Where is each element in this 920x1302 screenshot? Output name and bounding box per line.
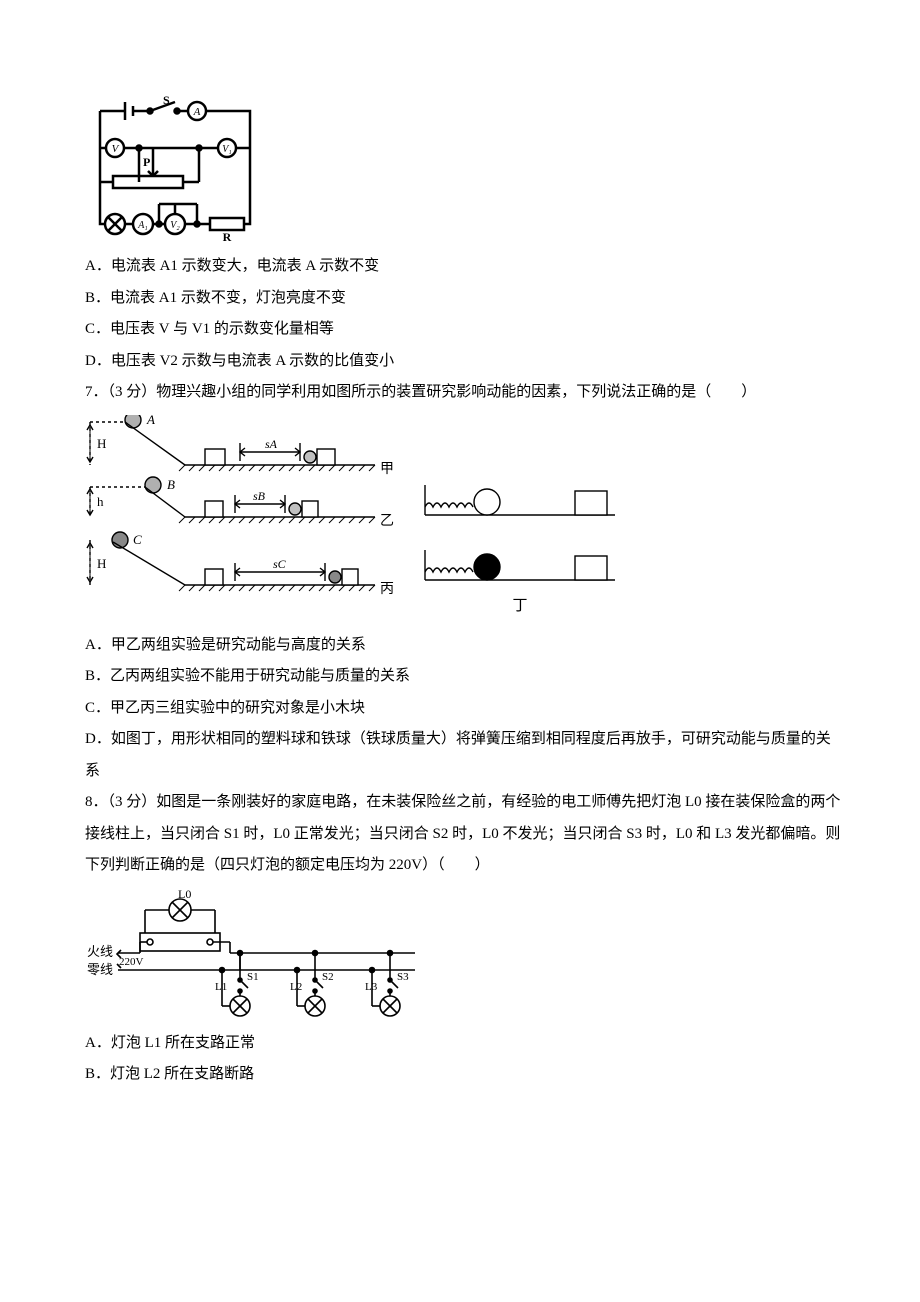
slider-label-P: P — [143, 155, 150, 169]
option-7A: A．甲乙两组实验是研究动能与高度的关系 — [85, 630, 845, 662]
svg-text:220V: 220V — [119, 956, 144, 968]
svg-text:H: H — [97, 436, 106, 451]
svg-text:A₁: A₁ — [137, 220, 148, 231]
option-A-pre: A．电流表 A1 示数变大，电流表 A 示数不变 — [85, 251, 845, 283]
svg-text:零线: 零线 — [87, 962, 113, 977]
question-7-stem: 7．（3 分）物理兴趣小组的同学利用如图所示的装置研究影响动能的因素，下列说法正… — [85, 377, 845, 409]
svg-text:甲: 甲 — [380, 462, 394, 477]
svg-text:V₂: V₂ — [170, 220, 180, 231]
svg-text:L2: L2 — [290, 981, 302, 993]
svg-text:B: B — [167, 477, 175, 492]
svg-text:S3: S3 — [397, 971, 409, 983]
option-8B: B．灯泡 L2 所在支路断路 — [85, 1059, 845, 1091]
svg-text:S1: S1 — [247, 971, 259, 983]
question-8-stem: 8．（3 分）如图是一条刚装好的家庭电路，在未装保险丝之前，有经验的电工师傅先把… — [85, 787, 845, 882]
svg-text:丁: 丁 — [512, 598, 527, 614]
option-D-pre: D．电压表 V2 示数与电流表 A 示数的比值变小 — [85, 346, 845, 378]
svg-text:S2: S2 — [322, 971, 334, 983]
svg-text:H: H — [97, 556, 106, 571]
figure-kinetic-energy-ramps: A sA H 甲 B — [85, 415, 625, 620]
svg-text:A: A — [193, 106, 201, 118]
option-C-pre: C．电压表 V 与 V1 的示数变化量相等 — [85, 314, 845, 346]
figure-household-circuit: L0 火线 零线 220V S1 L1 — [85, 888, 425, 1018]
option-7D: D．如图丁，用形状相同的塑料球和铁球（铁球质量大）将弹簧压缩到相同程度后再放手，… — [85, 724, 845, 787]
svg-text:火线: 火线 — [87, 944, 113, 959]
svg-text:乙: 乙 — [380, 513, 394, 529]
option-8A: A．灯泡 L1 所在支路正常 — [85, 1028, 845, 1060]
svg-text:C: C — [133, 532, 142, 547]
option-7B: B．乙丙两组实验不能用于研究动能与质量的关系 — [85, 661, 845, 693]
svg-text:A: A — [146, 415, 155, 427]
svg-text:h: h — [97, 494, 104, 509]
figure-circuit-rheostat: S A V V₁ P A₁ — [85, 96, 265, 241]
svg-text:sB: sB — [253, 489, 266, 503]
svg-text:丙: 丙 — [380, 582, 394, 597]
option-B-pre: B．电流表 A1 示数不变，灯泡亮度不变 — [85, 283, 845, 315]
svg-text:V₁: V₁ — [222, 144, 232, 155]
option-7C: C．甲乙丙三组实验中的研究对象是小木块 — [85, 693, 845, 725]
svg-text:L1: L1 — [215, 981, 227, 993]
svg-text:sA: sA — [265, 437, 278, 451]
resistor-label-R: R — [223, 230, 232, 241]
svg-text:sC: sC — [273, 557, 287, 571]
